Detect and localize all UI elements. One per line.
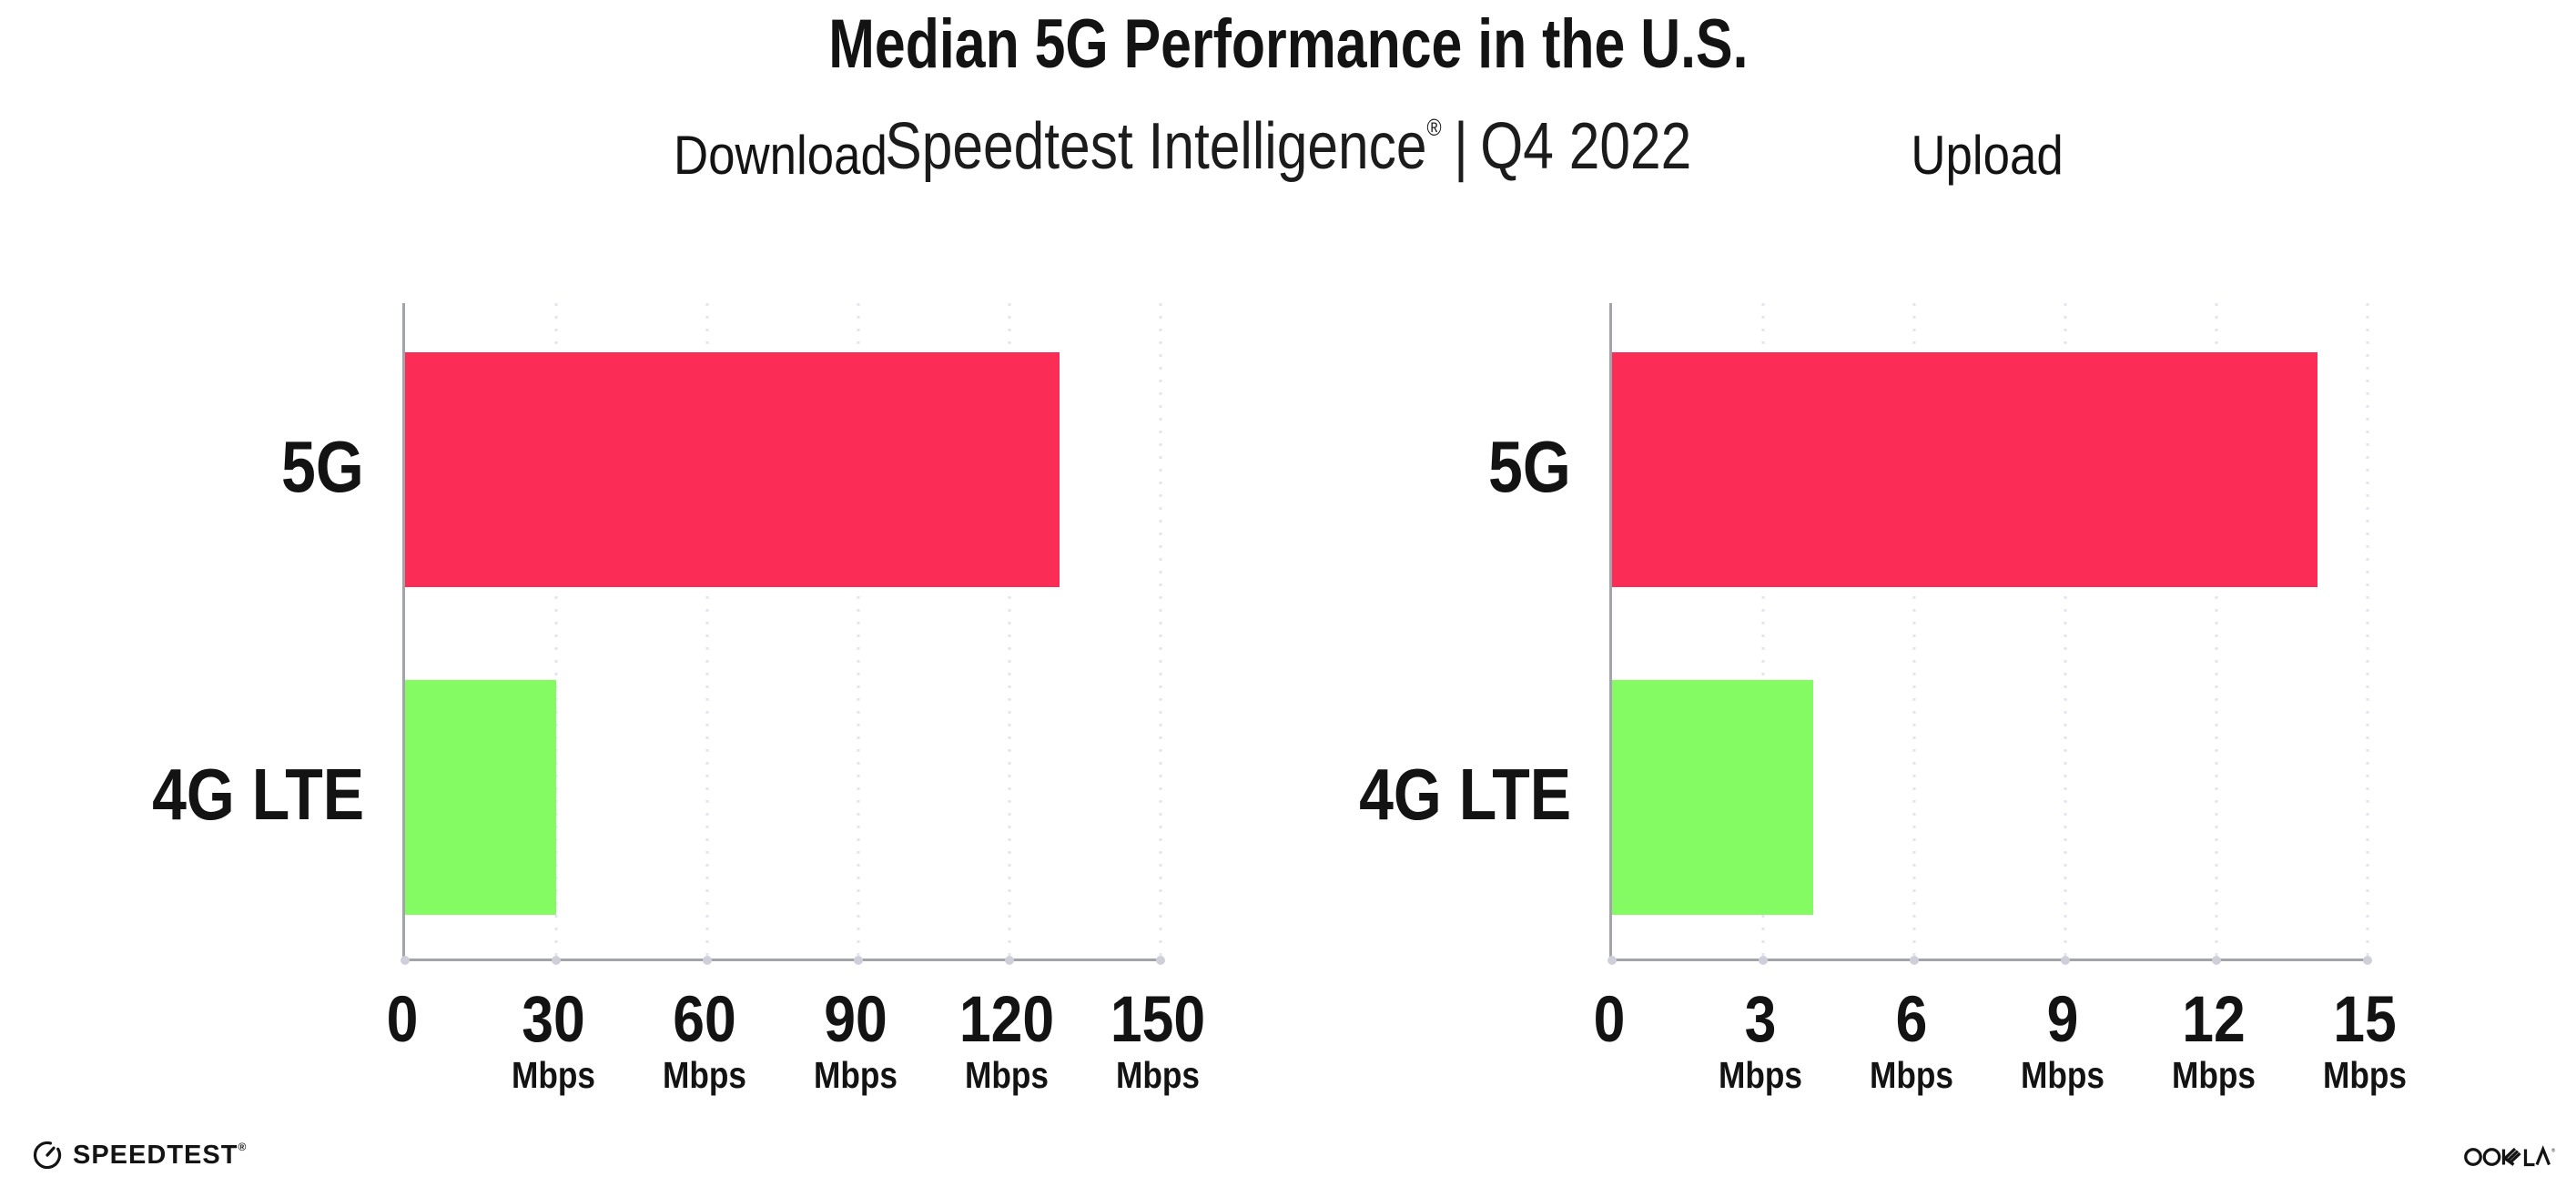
x-tick-unit: Mbps xyxy=(2171,1054,2257,1096)
x-tick-unit: Mbps xyxy=(2020,1054,2105,1096)
category-label-4g-lte: 4G LTE xyxy=(1298,753,1571,837)
x-tick-value: 6 xyxy=(1895,984,1928,1056)
x-tick-value: 120 xyxy=(958,984,1055,1056)
axis-tick-dot-0 xyxy=(401,956,410,965)
speedtest-wordmark: SPEEDTEST® xyxy=(73,1141,246,1171)
x-tick-unit: Mbps xyxy=(662,1054,747,1096)
upload-value-axis: 0 3 Mbps 6 Mbps 9 Mbps 12 Mbps 15 Mbps xyxy=(1594,984,2407,1100)
download-plot-area xyxy=(401,303,1165,965)
category-label-4g-lte: 4G LTE xyxy=(91,753,364,837)
x-tick-value: 60 xyxy=(673,984,736,1056)
category-label-5g: 5G xyxy=(91,425,364,509)
gridline-9 xyxy=(2064,303,2067,959)
axis-tick-dot-60 xyxy=(703,956,712,965)
x-tick-value: 15 xyxy=(2333,984,2397,1056)
x-tick-unit: Mbps xyxy=(1718,1054,1803,1096)
x-tick-unit: Mbps xyxy=(964,1054,1050,1096)
x-tick-label-0: 0 xyxy=(1591,984,1628,1056)
x-tick-unit: Mbps xyxy=(2322,1054,2408,1096)
gridline-12 xyxy=(2215,303,2218,959)
download-chart: Download 5G 4G LTE 0 30 Mbps 60 Mbps 90 Mbps 120… xyxy=(152,118,1206,1101)
ookla-trademark-symbol: ® xyxy=(2551,1148,2555,1154)
gridline-15 xyxy=(2366,303,2369,959)
axis-tick-dot-15 xyxy=(2363,956,2372,965)
x-tick-unit: Mbps xyxy=(1115,1054,1201,1096)
upload-chart-title-text: Upload xyxy=(1911,125,2064,186)
download-chart-title: Download xyxy=(402,124,1158,187)
category-label-5g: 5G xyxy=(1298,425,1571,509)
gridline-120 xyxy=(1008,303,1011,959)
x-tick-unit: Mbps xyxy=(511,1054,596,1096)
x-tick-value: 0 xyxy=(386,984,419,1056)
axis-tick-dot-0 xyxy=(1607,956,1617,965)
upload-category-axis: 5G 4G LTE xyxy=(1298,303,1571,959)
axis-tick-dot-3 xyxy=(1759,956,1768,965)
bar-4g-lte xyxy=(405,680,556,915)
x-tick-label-9: 9 Mbps xyxy=(2013,984,2111,1096)
x-tick-label-6: 6 Mbps xyxy=(1862,984,1960,1096)
speedtest-gauge-icon xyxy=(33,1141,62,1170)
subtitle-separator: | xyxy=(1453,110,1468,183)
gridline-3 xyxy=(1761,303,1765,959)
x-tick-value: 9 xyxy=(2046,984,2079,1056)
x-tick-unit: Mbps xyxy=(813,1054,898,1096)
subtitle-brand: Speedtest Intelligence xyxy=(885,110,1427,183)
ookla-logo: ® xyxy=(2463,1145,2560,1172)
x-tick-value: 30 xyxy=(522,984,585,1056)
x-tick-label-90: 90 Mbps xyxy=(806,984,904,1096)
gridline-150 xyxy=(1159,303,1162,959)
gridline-6 xyxy=(1912,303,1916,959)
category-label-text: 5G xyxy=(281,426,364,507)
x-tick-value: 150 xyxy=(1110,984,1206,1056)
x-tick-label-30: 30 Mbps xyxy=(504,984,602,1096)
x-tick-label-120: 120 Mbps xyxy=(953,984,1060,1096)
bar-4g-lte xyxy=(1612,680,1814,915)
x-tick-value: 12 xyxy=(2182,984,2246,1056)
x-tick-label-12: 12 Mbps xyxy=(2165,984,2262,1096)
x-tick-value: 90 xyxy=(824,984,887,1056)
category-label-text: 5G xyxy=(1488,426,1571,507)
speedtest-wordmark-text: SPEEDTEST xyxy=(73,1140,238,1170)
gridline-60 xyxy=(705,303,709,959)
bar-5g xyxy=(1612,352,2317,587)
x-tick-unit: Mbps xyxy=(1869,1054,1954,1096)
upload-chart: Upload 5G 4G LTE 0 3 Mbps 6 Mbps 9 Mbps 12 Mbps 15… xyxy=(1359,118,2407,1101)
category-label-text: 4G LTE xyxy=(152,754,364,835)
axis-tick-dot-90 xyxy=(854,956,863,965)
x-tick-label-60: 60 Mbps xyxy=(655,984,753,1096)
page-title-text: Median 5G Performance in the U.S. xyxy=(827,5,1749,83)
upload-chart-title: Upload xyxy=(1609,124,2365,187)
registered-trademark-symbol: ® xyxy=(1426,114,1442,141)
gridline-90 xyxy=(857,303,860,959)
x-tick-label-0: 0 xyxy=(384,984,421,1056)
download-chart-title-text: Download xyxy=(673,125,887,186)
x-tick-label-3: 3 Mbps xyxy=(1711,984,1809,1096)
download-category-axis: 5G 4G LTE xyxy=(91,303,364,959)
axis-tick-dot-6 xyxy=(1910,956,1919,965)
x-tick-value: 3 xyxy=(1744,984,1777,1056)
category-label-text: 4G LTE xyxy=(1359,754,1571,835)
download-value-axis: 0 30 Mbps 60 Mbps 90 Mbps 120 Mbps 150 Mbps xyxy=(387,984,1206,1100)
speedtest-trademark-symbol: ® xyxy=(238,1140,247,1153)
x-tick-label-15: 15 Mbps xyxy=(2316,984,2413,1096)
page-title: Median 5G Performance in the U.S. xyxy=(0,7,2576,82)
axis-tick-dot-12 xyxy=(2212,956,2221,965)
axis-tick-dot-30 xyxy=(552,956,561,965)
axis-tick-dot-120 xyxy=(1005,956,1014,965)
upload-plot-area xyxy=(1607,303,2372,965)
ookla-wordmark-icon: ® xyxy=(2464,1145,2555,1167)
page-subtitle-text: Speedtest Intelligence® | Q4 2022 xyxy=(885,91,1691,183)
gridline-30 xyxy=(554,303,558,959)
speedtest-logo: SPEEDTEST® xyxy=(32,1140,246,1171)
bar-5g xyxy=(405,352,1060,587)
axis-tick-dot-9 xyxy=(2061,956,2070,965)
page-subtitle: Speedtest Intelligence® | Q4 2022 xyxy=(0,91,2576,183)
axis-tick-dot-150 xyxy=(1156,956,1165,965)
subtitle-period: Q4 2022 xyxy=(1479,110,1691,183)
x-tick-label-150: 150 Mbps xyxy=(1104,984,1212,1096)
x-tick-value: 0 xyxy=(1593,984,1626,1056)
